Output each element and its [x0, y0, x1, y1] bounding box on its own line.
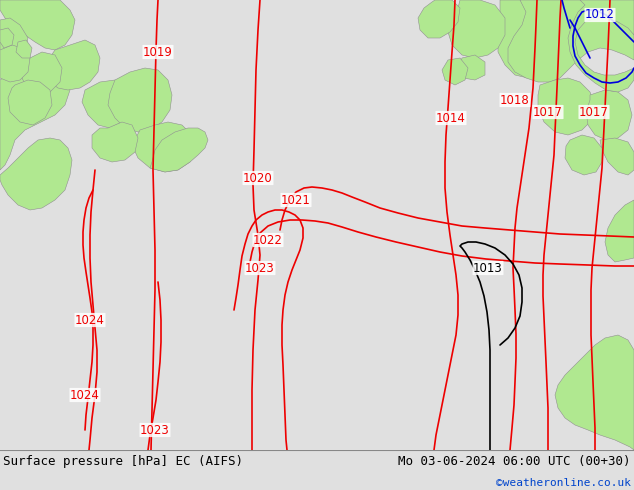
Polygon shape: [538, 78, 595, 135]
Polygon shape: [0, 28, 14, 48]
Polygon shape: [0, 138, 72, 210]
Text: 1024: 1024: [75, 314, 105, 326]
Polygon shape: [555, 335, 634, 450]
Polygon shape: [498, 0, 568, 78]
Polygon shape: [16, 40, 32, 58]
Text: 1018: 1018: [500, 94, 530, 106]
Polygon shape: [92, 122, 138, 162]
Text: 1013: 1013: [473, 262, 503, 274]
Polygon shape: [586, 90, 632, 140]
Text: 1021: 1021: [281, 194, 311, 206]
Polygon shape: [150, 128, 208, 172]
Text: Surface pressure [hPa] EC (AIFS): Surface pressure [hPa] EC (AIFS): [3, 455, 243, 467]
Text: 1024: 1024: [70, 389, 100, 401]
Text: 1023: 1023: [140, 423, 170, 437]
Text: 1023: 1023: [245, 262, 275, 274]
Polygon shape: [22, 52, 62, 95]
Polygon shape: [418, 0, 460, 38]
Text: 1017: 1017: [533, 105, 563, 119]
Polygon shape: [565, 135, 602, 175]
Text: 1022: 1022: [253, 234, 283, 246]
Polygon shape: [442, 58, 468, 85]
Text: 1014: 1014: [436, 112, 466, 124]
Polygon shape: [605, 200, 634, 262]
Text: 1012: 1012: [585, 8, 615, 22]
Polygon shape: [0, 45, 30, 82]
Polygon shape: [132, 122, 195, 172]
Polygon shape: [448, 0, 505, 58]
Polygon shape: [568, 0, 634, 92]
Text: ©weatheronline.co.uk: ©weatheronline.co.uk: [496, 478, 631, 488]
Polygon shape: [108, 68, 172, 132]
Polygon shape: [8, 80, 52, 125]
Text: 1017: 1017: [579, 105, 609, 119]
Text: Mo 03-06-2024 06:00 UTC (00+30): Mo 03-06-2024 06:00 UTC (00+30): [398, 455, 631, 467]
Polygon shape: [0, 55, 70, 170]
Polygon shape: [82, 80, 135, 128]
Polygon shape: [600, 138, 634, 175]
Text: 1019: 1019: [143, 46, 173, 58]
Polygon shape: [508, 0, 634, 82]
Polygon shape: [0, 18, 28, 60]
Polygon shape: [458, 55, 485, 80]
Polygon shape: [0, 0, 75, 50]
Text: 1020: 1020: [243, 172, 273, 185]
Polygon shape: [45, 40, 100, 90]
